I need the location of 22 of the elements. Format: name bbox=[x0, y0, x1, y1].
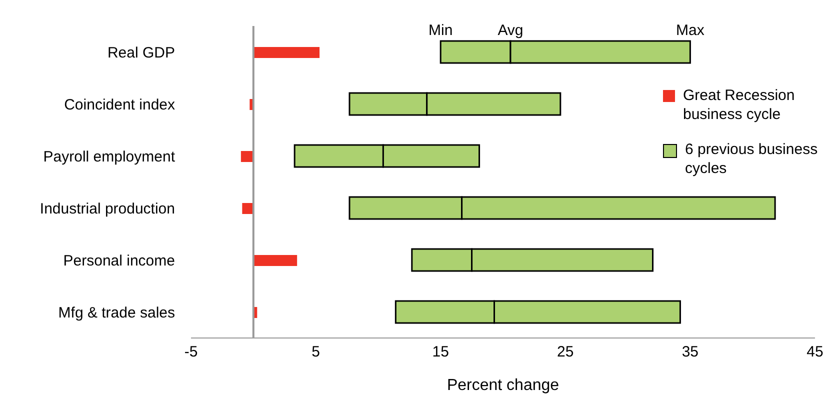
x-tick-label: 15 bbox=[432, 344, 449, 361]
x-tick-label: 35 bbox=[682, 344, 699, 361]
y-tick-label: Mfg & trade sales bbox=[58, 304, 175, 322]
bar bbox=[240, 151, 254, 162]
x-axis-title: Percent change bbox=[446, 377, 560, 394]
x-tick-label: 5 bbox=[312, 344, 320, 361]
bar bbox=[253, 255, 298, 266]
x-tick-label: 45 bbox=[806, 344, 824, 361]
annotation: Avg bbox=[498, 22, 524, 39]
legend-label: 6 previous business cycles bbox=[685, 140, 819, 178]
y-tick-label: Personal income bbox=[63, 252, 175, 270]
bar bbox=[242, 203, 254, 214]
x-tick-label: 25 bbox=[557, 344, 574, 361]
y-tick-label: Industrial production bbox=[40, 200, 175, 218]
y-tick-label: Real GDP bbox=[107, 44, 175, 62]
y-tick-label: Coincident index bbox=[64, 96, 176, 114]
bar bbox=[253, 47, 320, 58]
annotation: Max bbox=[676, 22, 705, 39]
y-tick-label: Payroll employment bbox=[43, 148, 176, 166]
annotation: Min bbox=[428, 22, 453, 39]
legend-label: Great Recession business cycle bbox=[683, 86, 796, 124]
x-tick-label: -5 bbox=[184, 344, 198, 361]
